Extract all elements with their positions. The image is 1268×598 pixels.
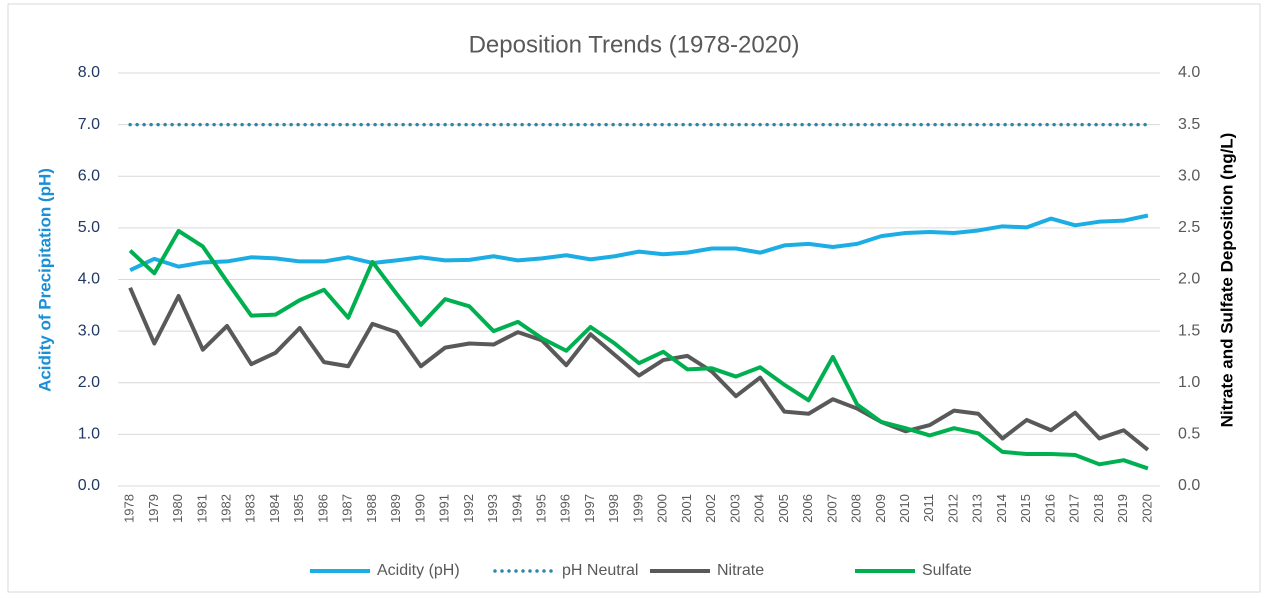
y2-tick-label: 0.5	[1178, 426, 1200, 443]
series-line	[128, 228, 1149, 471]
y-tick-label: 7.0	[78, 116, 100, 133]
x-tick-label: 1999	[630, 494, 645, 523]
x-tick-label: 1979	[146, 494, 161, 523]
y-tick-label: 2.0	[78, 374, 100, 391]
x-tick-label: 1992	[461, 494, 476, 523]
legend-label: Acidity (pH)	[377, 562, 460, 579]
legend-label: Sulfate	[922, 562, 972, 579]
x-tick-label: 2018	[1091, 494, 1106, 523]
y-tick-label: 5.0	[78, 219, 100, 236]
x-tick-label: 2009	[873, 494, 888, 523]
y2-tick-label: 1.5	[1178, 322, 1200, 339]
x-tick-label: 1982	[218, 494, 233, 523]
y-tick-label: 6.0	[78, 167, 100, 184]
x-tick-label: 1984	[267, 494, 282, 523]
legend-label: Nitrate	[717, 562, 764, 579]
x-tick-label: 2002	[703, 494, 718, 523]
x-tick-label: 1987	[340, 494, 355, 523]
x-tick-label: 2000	[655, 494, 670, 523]
x-tick-label: 2013	[970, 494, 985, 523]
x-tick-label: 1988	[364, 494, 379, 523]
series-line	[129, 213, 1149, 273]
x-tick-label: 1995	[534, 494, 549, 523]
y2-tick-label: 3.0	[1178, 167, 1200, 184]
x-tick-label: 1986	[315, 494, 330, 523]
x-tick-label: 1980	[170, 494, 185, 523]
x-tick-label: 1978	[122, 494, 137, 523]
x-tick-label: 2004	[752, 494, 767, 523]
y-tick-label: 8.0	[78, 64, 100, 81]
y2-tick-label: 1.0	[1178, 374, 1200, 391]
y-tick-label: 3.0	[78, 322, 100, 339]
y2-tick-label: 2.5	[1178, 219, 1200, 236]
x-tick-label: 1996	[558, 494, 573, 523]
x-tick-label: 2016	[1042, 494, 1057, 523]
y2-tick-label: 4.0	[1178, 64, 1200, 81]
x-tick-label: 1990	[412, 494, 427, 523]
x-tick-label: 1983	[243, 494, 258, 523]
x-tick-label: 1985	[291, 494, 306, 523]
legend-label: pH Neutral	[562, 562, 638, 579]
y2-tick-label: 0.0	[1178, 477, 1200, 494]
x-tick-label: 2010	[897, 494, 912, 523]
y2-axis-label: Nitrate and Sulfate Deposition (ng/L)	[1217, 133, 1236, 428]
x-tick-label: 2020	[1139, 494, 1154, 523]
x-tick-label: 2007	[824, 494, 839, 523]
y-tick-label: 4.0	[78, 271, 100, 288]
x-tick-label: 1989	[388, 494, 403, 523]
x-tick-label: 1981	[194, 494, 209, 523]
chart-frame	[7, 3, 1261, 593]
x-tick-label: 2001	[679, 494, 694, 523]
x-tick-label: 2012	[945, 494, 960, 523]
x-tick-label: 2015	[1018, 494, 1033, 523]
x-tick-label: 1997	[582, 494, 597, 523]
x-tick-label: 2005	[776, 494, 791, 523]
y-tick-label: 1.0	[78, 426, 100, 443]
x-tick-label: 2006	[800, 494, 815, 523]
y-axis-label: Acidity of Precipitation (pH)	[35, 168, 54, 392]
x-tick-label: 2003	[727, 494, 742, 523]
series-line	[128, 286, 1150, 452]
x-tick-label: 2011	[921, 494, 936, 522]
chart-title: Deposition Trends (1978-2020)	[469, 31, 800, 58]
x-tick-label: 2017	[1067, 494, 1082, 523]
y2-tick-label: 3.5	[1178, 116, 1200, 133]
x-tick-label: 1994	[509, 494, 524, 523]
x-tick-label: 2019	[1115, 494, 1130, 523]
x-tick-label: 2008	[849, 494, 864, 523]
x-tick-label: 1998	[606, 494, 621, 523]
x-tick-label: 1993	[485, 494, 500, 523]
y-tick-label: 0.0	[78, 477, 100, 494]
y2-tick-label: 2.0	[1178, 271, 1200, 288]
x-tick-label: 2014	[994, 494, 1009, 523]
x-tick-label: 1991	[437, 494, 452, 523]
